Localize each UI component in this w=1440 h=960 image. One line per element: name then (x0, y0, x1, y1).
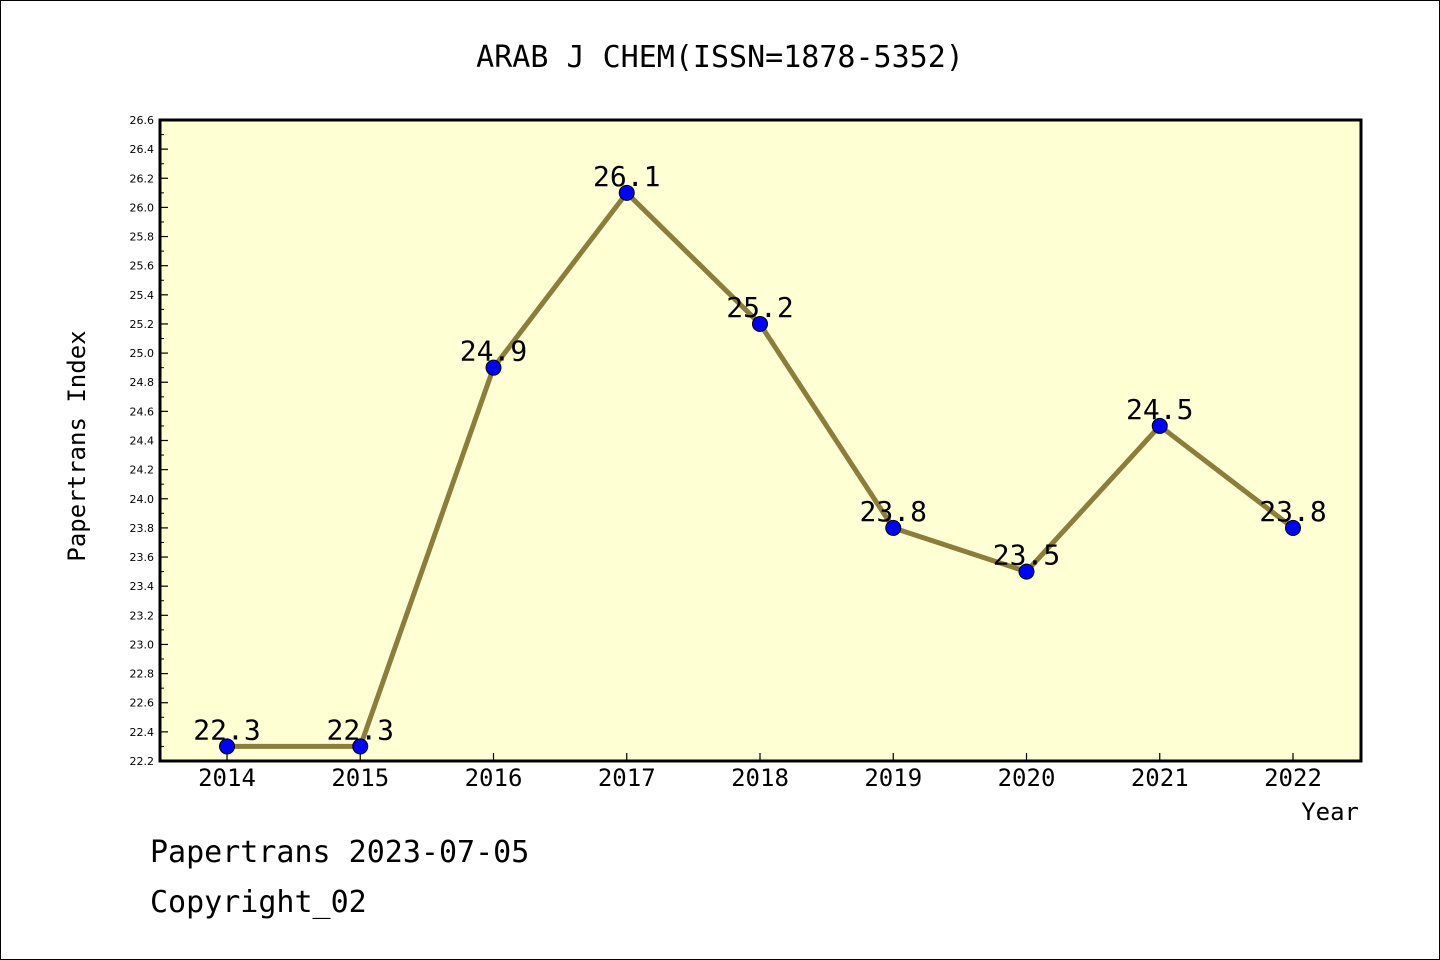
chart-title: ARAB J CHEM(ISSN=1878-5352) (476, 40, 964, 75)
x-tick-label: 2022 (1264, 764, 1322, 792)
data-label: 23.8 (1259, 495, 1326, 528)
x-tick-label: 2021 (1131, 764, 1189, 792)
y-tick-label: 23.6 (130, 551, 155, 564)
y-tick-label: 24.2 (130, 464, 155, 477)
data-point (1151, 417, 1168, 434)
series-group: 22.3 22.3 24.9 26.1 25.2 23.8 23.5 24.5 23.8 (193, 160, 1327, 755)
y-tick-label: 26.0 (130, 201, 155, 214)
data-label: 22.3 (327, 713, 394, 746)
y-tick-label: 23.8 (130, 522, 155, 535)
data-point (485, 359, 502, 376)
y-tick-label: 22.8 (130, 668, 155, 681)
data-label: 22.3 (193, 713, 260, 746)
y-tick-label: 25.0 (130, 347, 155, 360)
y-tick-label: 25.8 (130, 231, 155, 244)
y-tick-label: 26.6 (130, 114, 155, 127)
x-tick-label: 2017 (598, 764, 656, 792)
data-point (352, 738, 369, 755)
data-point (1285, 519, 1301, 536)
data-point (219, 738, 235, 755)
footer-date: Papertrans 2023-07-05 (150, 835, 530, 870)
x-tick-label: 2016 (465, 764, 523, 792)
y-tick-label: 23.2 (130, 609, 155, 622)
y-tick-label: 24.0 (130, 493, 155, 506)
y-tick-label: 24.8 (130, 376, 155, 389)
y-tick-label: 24.6 (130, 405, 155, 418)
data-point (1018, 563, 1035, 580)
y-tick-label: 22.2 (130, 755, 155, 768)
data-label: 24.5 (1126, 393, 1193, 426)
y-tick-label: 23.4 (130, 580, 155, 593)
data-point (752, 315, 768, 332)
y-tick-label: 26.4 (130, 143, 155, 156)
y-tick-label: 22.4 (130, 726, 155, 739)
data-label: 23.5 (993, 539, 1060, 572)
y-tick-label: 25.6 (130, 260, 155, 273)
y-tick-label: 22.6 (130, 697, 155, 710)
x-tick-label: 2014 (198, 764, 256, 792)
data-point (618, 184, 635, 201)
y-axis-label: Papertrans Index (63, 330, 91, 561)
x-axis: 2014 2015 2016 2017 2018 2019 2020 2021 2022 (198, 753, 1322, 792)
data-label: 25.2 (726, 291, 793, 324)
x-tick-label: 2019 (864, 764, 922, 792)
data-label: 23.8 (860, 495, 927, 528)
footer-copyright: Copyright_02 (150, 885, 367, 920)
x-tick-label: 2018 (731, 764, 789, 792)
y-tick-label: 23.0 (130, 638, 155, 651)
data-label: 26.1 (593, 160, 660, 193)
data-label: 24.9 (460, 335, 527, 368)
data-point (885, 519, 902, 536)
y-axis: 22.2 22.4 22.6 22.8 23.0 23.2 23.4 23.6 23.8 24.0… (130, 114, 168, 768)
y-tick-label: 26.2 (130, 172, 155, 185)
y-tick-label: 25.4 (130, 289, 155, 302)
x-axis-label: Year (1301, 798, 1359, 826)
y-tick-label: 25.2 (130, 318, 155, 331)
x-tick-label: 2015 (331, 764, 389, 792)
x-tick-label: 2020 (998, 764, 1056, 792)
y-tick-label: 24.4 (130, 435, 155, 448)
plot-area (158, 118, 1363, 763)
